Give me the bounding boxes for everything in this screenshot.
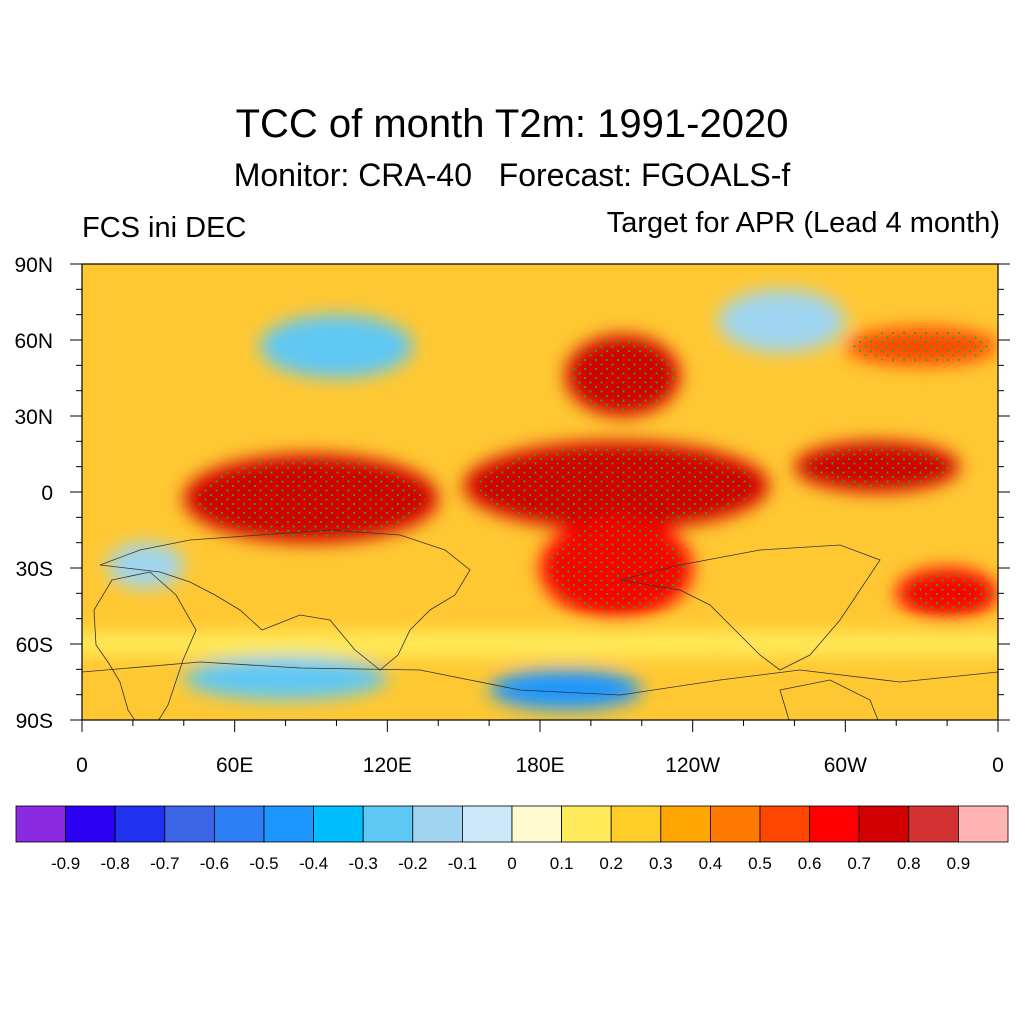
significance-region-0 — [478, 445, 754, 526]
field-region-11 — [107, 542, 184, 589]
colorbar: -0.9 -0.8 -0.7 -0.6 -0.5 -0.4 -0.3 -0.2 -0.1 0 0.1… — [15, 805, 1009, 873]
colorbar-box — [809, 805, 860, 843]
chart-subtitle: Monitor: CRA-40 Forecast: FGOALS-f — [233, 157, 791, 193]
lat-label: 0 — [41, 482, 53, 505]
colorbar-label: 0.2 — [599, 854, 623, 873]
colorbar-box — [858, 805, 910, 843]
significance-layer — [196, 329, 993, 617]
lon-label: 180E — [515, 754, 564, 777]
significance-region-6 — [852, 329, 991, 364]
coastline-layer — [82, 529, 998, 720]
field-region-8 — [718, 289, 846, 353]
colorbar-labels: -0.9 -0.8 -0.7 -0.6 -0.5 -0.4 -0.3 -0.2 -0.1 0 0.1… — [51, 854, 970, 873]
coastline-eurasia — [99, 529, 471, 671]
colorbar-label: 0 — [507, 854, 516, 873]
lat-label: 30S — [16, 558, 53, 581]
axis-ticks — [70, 263, 1010, 732]
colorbar-box — [313, 805, 364, 843]
colorbar-label: -0.6 — [200, 854, 229, 873]
coastline-south-america — [779, 679, 879, 720]
chart-title: TCC of month T2m: 1991-2020 — [235, 102, 789, 146]
initialization-label: FCS ini DEC — [82, 212, 247, 244]
significance-region-2 — [196, 458, 426, 539]
colorbar-box — [164, 805, 215, 843]
lon-label: 0 — [76, 754, 88, 777]
coastline-antarctica — [82, 661, 998, 696]
field-region-9 — [489, 669, 642, 710]
lon-label: 0 — [992, 754, 1004, 777]
lon-label: 60W — [824, 754, 867, 777]
latitude-labels: 90N 60N 30N 0 30S 60S 90S — [14, 254, 53, 733]
colorbar-label: -0.9 — [51, 854, 80, 873]
colorbar-box — [362, 805, 414, 843]
colorbar-label: 0.6 — [798, 854, 822, 873]
lon-label: 60E — [216, 754, 253, 777]
colorbar-box — [511, 805, 562, 843]
coastline-north-america — [619, 544, 881, 671]
colorbar-label: -0.7 — [150, 854, 179, 873]
colorbar-box — [610, 805, 662, 843]
colorbar-box — [15, 805, 66, 843]
colorbar-box — [908, 805, 959, 843]
colorbar-label: -0.3 — [349, 854, 378, 873]
colorbar-label: -0.2 — [398, 854, 427, 873]
colorbar-box — [65, 805, 116, 843]
colorbar-label: 0.1 — [550, 854, 574, 873]
field-region-10 — [183, 656, 388, 700]
colorbar-label: -0.5 — [249, 854, 278, 873]
coastline-africa — [93, 571, 197, 720]
lat-label: 30N — [14, 406, 53, 429]
colorbar-box — [114, 805, 166, 843]
lat-label: 90S — [16, 710, 53, 733]
colorbar-label: 0.3 — [649, 854, 673, 873]
lat-label: 60N — [14, 330, 53, 353]
significance-region-4 — [802, 443, 952, 490]
colorbar-label: 0.7 — [847, 854, 871, 873]
colorbar-label: 0.5 — [748, 854, 772, 873]
significance-region-1 — [571, 338, 675, 412]
colorbar-box — [958, 805, 1009, 843]
colorbar-box — [213, 805, 265, 843]
colorbar-box — [412, 805, 463, 843]
colorbar-label: 0.9 — [947, 854, 971, 873]
field-region-7 — [260, 314, 413, 378]
colorbar-label: 0.4 — [699, 854, 723, 873]
tcc-map: 90N 60N 30N 0 30S 60S 90S 0 60E 120E 180E 120W 60W 0 — [14, 254, 1010, 777]
field-region-12 — [82, 631, 998, 657]
longitude-labels: 0 60E 120E 180E 120W 60W 0 — [76, 754, 1004, 777]
colorbar-label: 0.8 — [897, 854, 921, 873]
colorbar-label: -0.1 — [448, 854, 477, 873]
colorbar-box — [710, 805, 761, 843]
lat-label: 60S — [16, 634, 53, 657]
colorbar-box — [660, 805, 711, 843]
colorbar-box — [461, 805, 513, 843]
colorbar-boxes — [15, 805, 1009, 843]
significance-region-3 — [547, 522, 686, 614]
colorbar-label: -0.8 — [101, 854, 130, 873]
lon-label: 120W — [665, 754, 720, 777]
colorbar-box — [759, 805, 810, 843]
colorbar-label: -0.4 — [299, 854, 328, 873]
lat-label: 90N — [14, 254, 53, 277]
colorbar-box — [263, 805, 314, 843]
lon-label: 120E — [363, 754, 412, 777]
colorbar-box — [561, 805, 612, 843]
target-label: Target for APR (Lead 4 month) — [606, 207, 1000, 239]
significance-region-5 — [901, 570, 993, 617]
